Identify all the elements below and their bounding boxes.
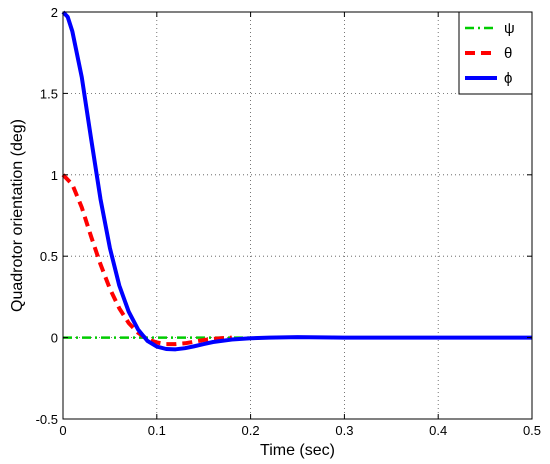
axis-ticks: 0 0.1 0.2 0.3 0.4 0.5-0.500.511.52	[36, 5, 541, 438]
x-tick-label: 0.5	[523, 423, 541, 438]
x-tick-label: 0.3	[335, 423, 353, 438]
legend-label: ψ	[504, 20, 515, 37]
y-tick-label: 0.5	[40, 249, 58, 264]
legend: ψθϕ	[458, 11, 533, 95]
x-tick-label: 0.4	[429, 423, 447, 438]
legend-label: θ	[504, 45, 512, 62]
x-tick-label: 0	[59, 423, 66, 438]
legend-box	[458, 11, 533, 95]
y-tick-label: 2	[51, 5, 58, 20]
x-tick-label: 0.2	[242, 423, 260, 438]
y-tick-label: -0.5	[36, 412, 58, 427]
plot-series	[61, 10, 532, 352]
plot-frame	[62, 11, 533, 420]
y-tick-label: 1.5	[40, 86, 58, 101]
legend-label: ϕ	[504, 70, 512, 87]
series-line-2	[61, 10, 532, 352]
x-tick-label: 0.1	[148, 423, 166, 438]
series-line-1	[61, 173, 232, 347]
x-axis-label: Time (sec)	[260, 442, 335, 459]
y-tick-label: 1	[51, 168, 58, 183]
y-tick-label: 0	[51, 331, 58, 346]
y-axis-label: Quadrotor orientation (deg)	[9, 119, 26, 312]
